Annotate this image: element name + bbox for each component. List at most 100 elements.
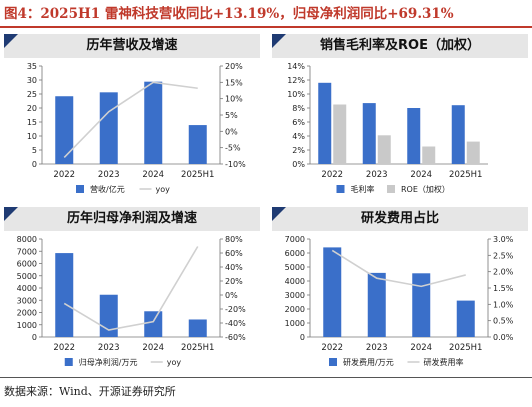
- y2-tick-label: 1.5%: [493, 284, 514, 293]
- y-tick-label: 2000: [17, 309, 37, 318]
- y2-tick-label: 2.5%: [493, 251, 514, 260]
- y2-tick-label: 0.5%: [493, 317, 514, 326]
- panel-header: [4, 207, 260, 231]
- series-line: [63, 81, 198, 159]
- y-tick-label: 8000: [17, 235, 37, 244]
- figure-title: 图4：2025H1 雷神科技营收同比+13.19%，归母净利润同比+69.31%: [4, 6, 454, 22]
- y-tick-label: 0%: [292, 160, 305, 169]
- x-tick-label: 2024: [142, 170, 164, 180]
- y-tick-label: 0: [32, 333, 37, 342]
- bar-0-2024: [412, 273, 431, 337]
- revenue-chart: 0 5 10 15 20 25 30 35 -10% -5% 0% 5% 10% 15% 20% 2022 20…: [27, 62, 246, 194]
- y-tick-label: 30: [27, 76, 37, 85]
- bar-0-2022: [318, 82, 332, 164]
- bar-0-2025H1: [188, 125, 207, 164]
- y-tick-label: 1000: [17, 321, 37, 330]
- y-tick-label: 2000: [285, 305, 305, 314]
- bottom-rule: [0, 377, 532, 378]
- y-tick-label: 7000: [285, 235, 305, 244]
- profit-chart-panel: 历年归母净利润及增速 0 1000 2000 3000 4000 5000 6000 7000…: [4, 207, 260, 373]
- x-tick-label: 2025H1: [181, 343, 214, 353]
- x-tick-label: 2025H1: [449, 343, 482, 353]
- y-tick-label: 4000: [17, 284, 37, 293]
- bar-1-2022: [333, 104, 347, 164]
- y-tick-label: 6000: [285, 249, 305, 258]
- y-tick-label: 1000: [285, 319, 305, 328]
- y-tick-label: 35: [27, 62, 37, 71]
- x-tick-label: 2023: [366, 170, 388, 180]
- panel-header: [272, 34, 528, 58]
- y-tick-label: 4%: [292, 132, 305, 141]
- bar-0-2024: [407, 108, 421, 164]
- bar-0-2022: [323, 247, 342, 337]
- chart-title: 销售毛利率及ROE（加权）: [320, 38, 480, 53]
- chart-title: 研发费用占比: [360, 211, 439, 226]
- y2-tick-label: 1.0%: [493, 300, 514, 309]
- y-tick-label: 3000: [285, 291, 305, 300]
- corner-marker: [272, 207, 286, 221]
- x-tick-label: 2025H1: [449, 170, 482, 180]
- bar-0-2023: [367, 272, 386, 337]
- bar-0-2025H1: [451, 105, 465, 164]
- legend-swatch: [64, 358, 73, 366]
- y-tick-label: 12%: [287, 76, 305, 85]
- y2-tick-label: 0.0%: [493, 333, 514, 342]
- chart-title: 历年归母净利润及增速: [66, 211, 197, 226]
- bar-0-2023: [362, 103, 376, 164]
- y-tick-label: 6%: [292, 118, 305, 127]
- legend-label: ROE（加权）: [401, 184, 450, 194]
- series-line: [63, 246, 199, 331]
- y2-tick-label: -40%: [225, 319, 246, 328]
- legend-swatch: [336, 185, 345, 193]
- x-tick-label: 2022: [53, 343, 75, 353]
- bar-1-2024: [422, 146, 436, 164]
- y2-tick-label: 0%: [225, 127, 238, 136]
- rnd-chart: 0 1000 2000 3000 4000 5000 6000 7000 0.0% 0.5% 1.0…: [285, 235, 514, 367]
- y-tick-label: 10: [27, 132, 37, 141]
- corner-marker: [4, 34, 18, 48]
- x-tick-label: 2023: [366, 343, 388, 353]
- y-tick-label: 0: [300, 333, 305, 342]
- bar-1-2025H1: [466, 141, 480, 164]
- y-tick-label: 5000: [17, 272, 37, 281]
- y2-tick-label: 15%: [225, 78, 243, 87]
- y2-tick-label: 40%: [225, 263, 243, 272]
- series-line: [331, 249, 466, 288]
- revenue-chart-panel: 历年营收及增速 0 5 10 15 20 25 30 35 -10% -5% 0% 5% 10% 15% 2…: [4, 34, 260, 200]
- y2-tick-label: 20%: [225, 62, 243, 71]
- x-tick-label: 2023: [98, 343, 120, 353]
- y-tick-label: 3000: [17, 296, 37, 305]
- y-tick-label: 8%: [292, 104, 305, 113]
- y2-tick-label: 5%: [225, 111, 238, 120]
- legend-label: 研发费用率: [424, 357, 464, 367]
- y-tick-label: 4000: [285, 277, 305, 286]
- chart-title: 历年营收及增速: [86, 38, 178, 53]
- legend-swatch: [387, 185, 395, 193]
- bar-0-2025H1: [456, 300, 475, 337]
- bar-0-2024: [144, 311, 163, 337]
- legend-label: 营收/亿元: [90, 184, 125, 194]
- y-tick-label: 20: [27, 104, 37, 113]
- bar-0-2024: [144, 81, 163, 164]
- panel-header: [272, 207, 528, 231]
- y2-tick-label: 0%: [225, 291, 238, 300]
- x-tick-label: 2022: [321, 170, 343, 180]
- legend-swatch: [329, 358, 337, 366]
- y-tick-label: 14%: [287, 62, 305, 71]
- y-tick-label: 25: [27, 90, 37, 99]
- x-tick-label: 2025H1: [181, 170, 214, 180]
- legend-label: 归母净利润/万元: [79, 357, 138, 367]
- bar-0-2022: [55, 96, 74, 164]
- y-tick-label: 10%: [287, 90, 305, 99]
- y-tick-label: 6000: [17, 260, 37, 269]
- bar-0-2022: [55, 253, 74, 337]
- legend-swatch: [76, 185, 84, 193]
- x-tick-label: 2022: [321, 343, 343, 353]
- title-rule: [0, 26, 532, 28]
- x-tick-label: 2023: [98, 170, 120, 180]
- x-tick-label: 2024: [142, 343, 164, 353]
- y-tick-label: 15: [27, 118, 37, 127]
- margin-chart: 0% 2% 4% 6% 8% 10% 12% 14% 2022 2023 2024 2025H1 毛利率…: [287, 62, 488, 194]
- bar-0-2023: [99, 92, 118, 164]
- profit-chart: 0 1000 2000 3000 4000 5000 6000 7000 8000 -60% -40…: [17, 235, 246, 367]
